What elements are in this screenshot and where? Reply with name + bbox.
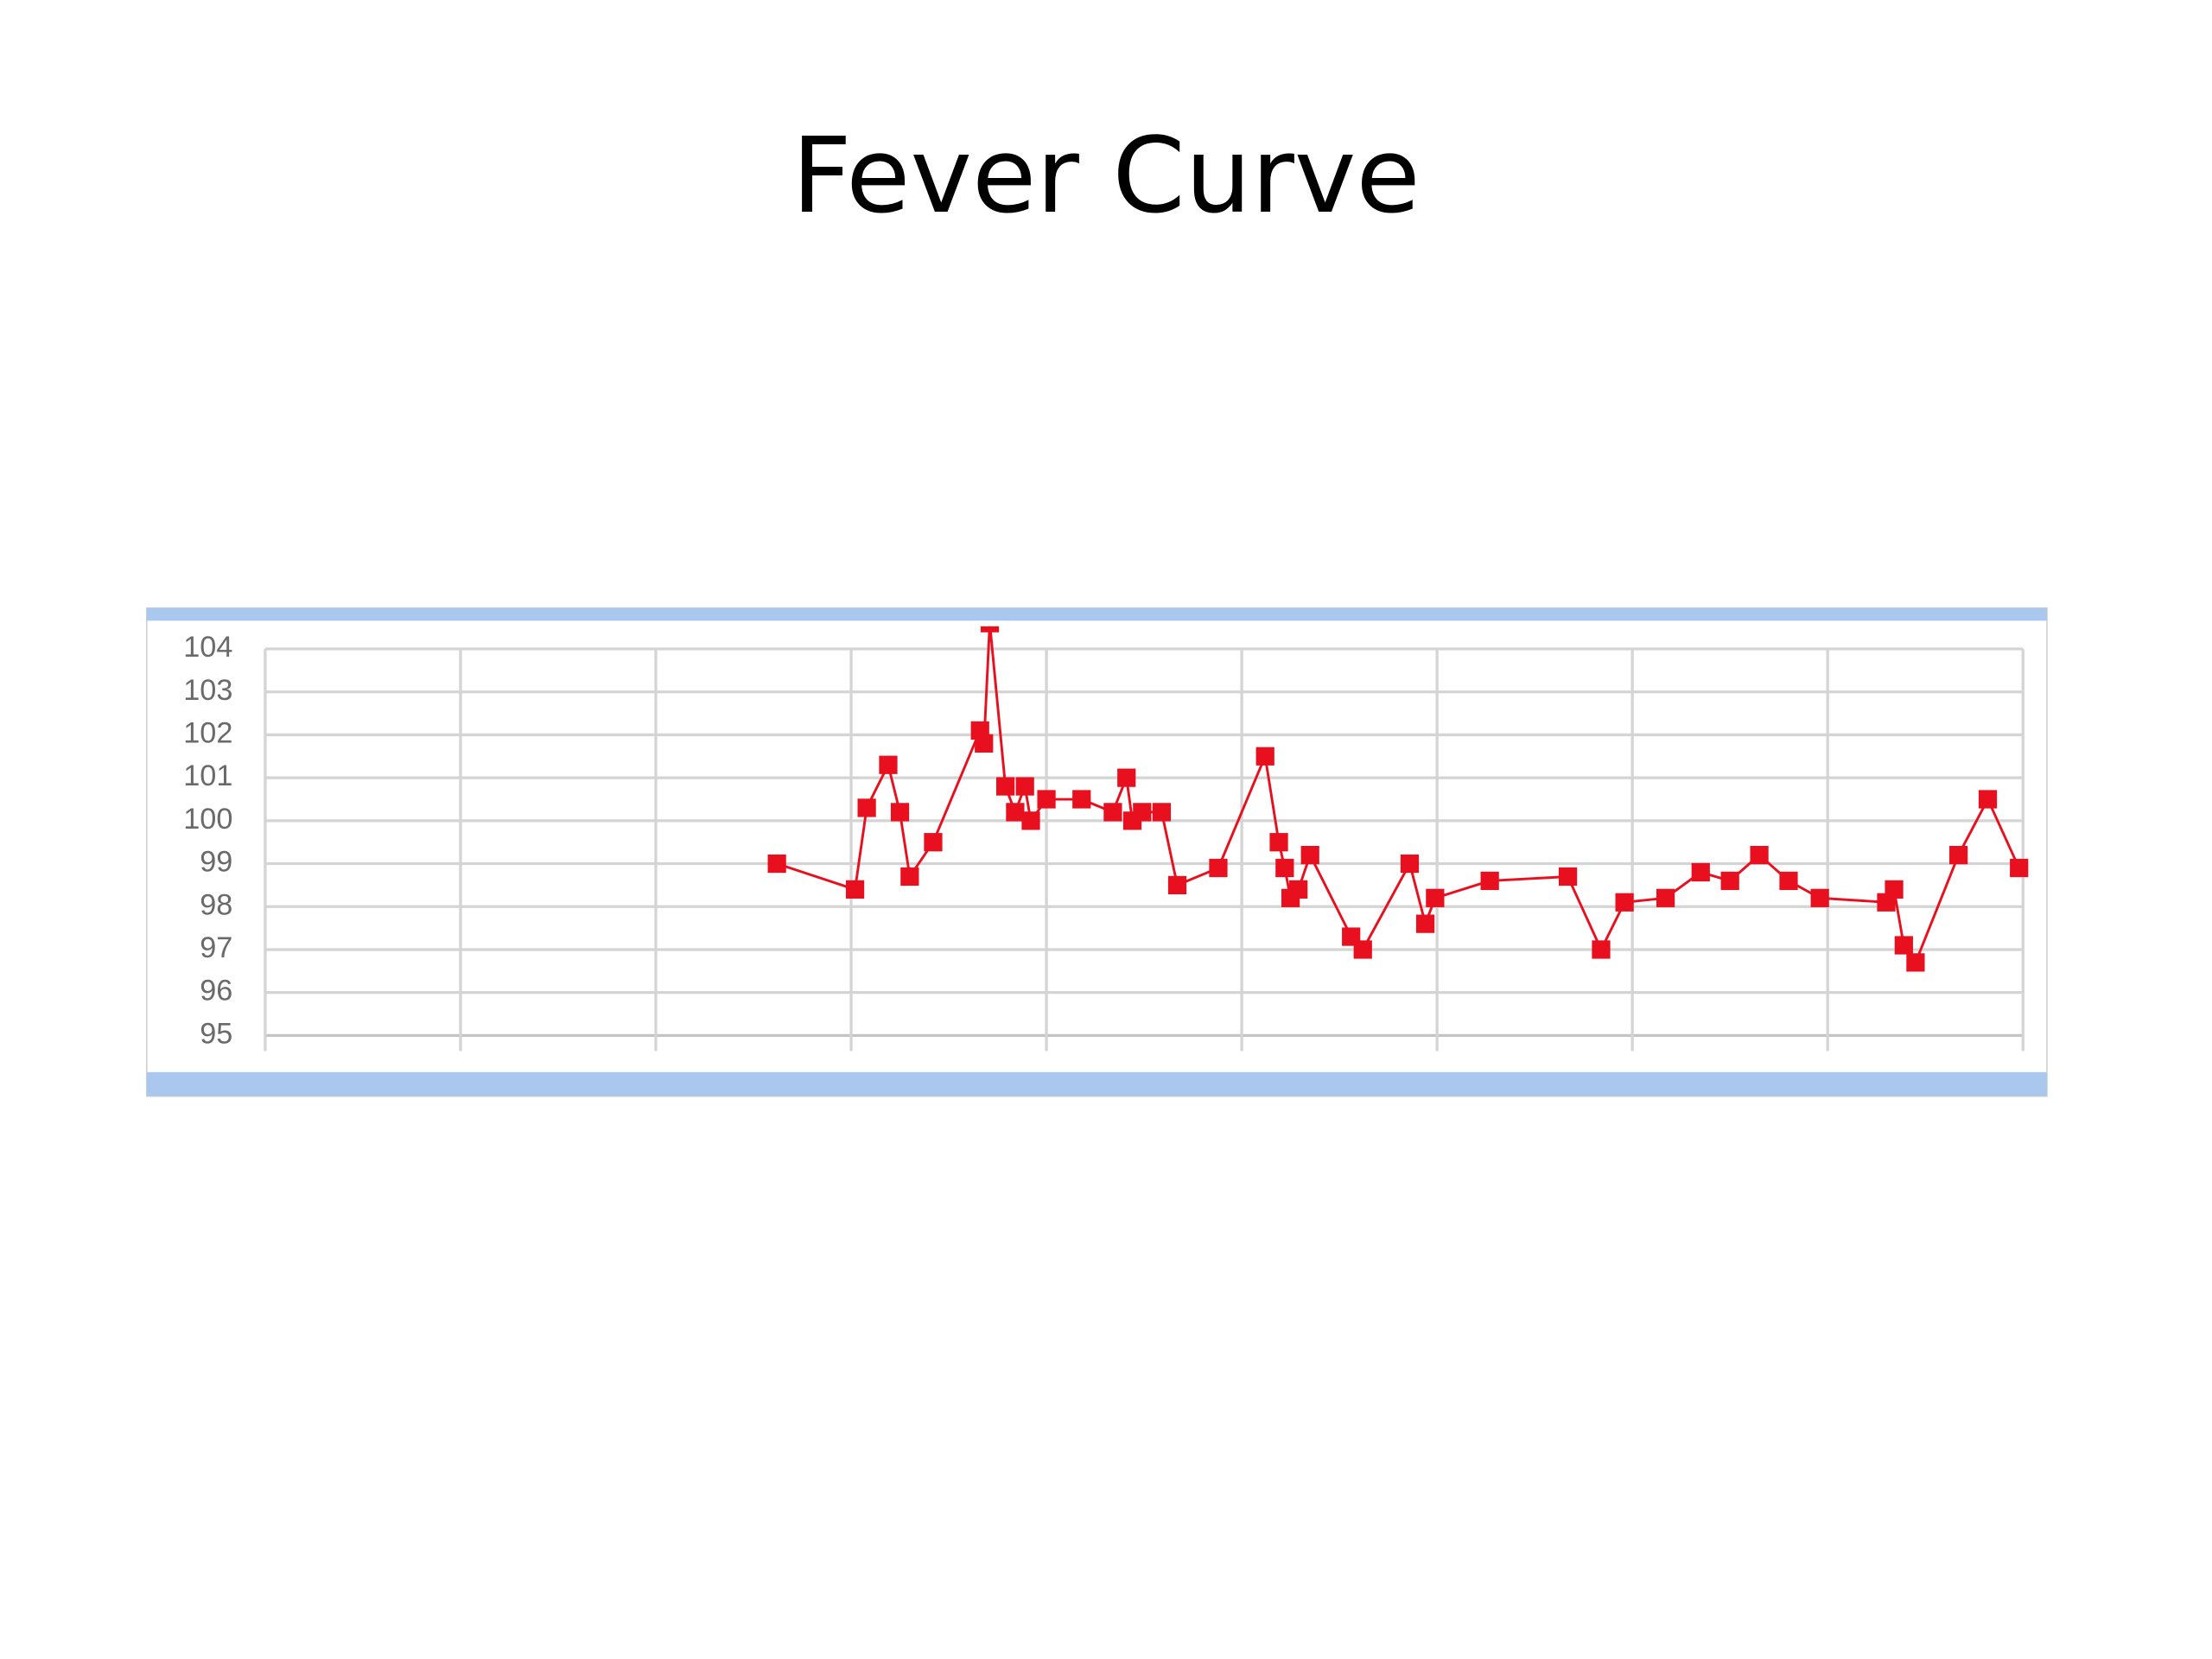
data-point bbox=[1415, 914, 1435, 933]
data-point bbox=[1894, 936, 1913, 955]
data-point bbox=[767, 854, 786, 874]
data-point bbox=[1275, 858, 1294, 878]
data-point bbox=[1949, 845, 1968, 865]
y-tick-label: 103 bbox=[183, 674, 232, 707]
data-point bbox=[1289, 880, 1308, 899]
data-point bbox=[1480, 871, 1499, 891]
data-point bbox=[1006, 803, 1025, 822]
y-tick-label: 100 bbox=[183, 803, 232, 836]
data-point bbox=[1400, 854, 1420, 874]
grid: 95 96 97 98 99 100 101 102 103 104 bbox=[183, 631, 2024, 1052]
data-point bbox=[1885, 880, 1904, 899]
data-point bbox=[980, 626, 1000, 632]
panel-band-bottom bbox=[146, 1071, 2047, 1096]
data-point bbox=[1021, 811, 1040, 830]
panel-band-top bbox=[146, 607, 2047, 621]
data-point bbox=[2010, 858, 2029, 878]
data-point bbox=[1072, 790, 1091, 809]
y-tick-label: 97 bbox=[200, 931, 232, 964]
data-point bbox=[1269, 833, 1288, 852]
data-point bbox=[1720, 871, 1739, 891]
data-point bbox=[1152, 803, 1172, 822]
data-point bbox=[995, 777, 1015, 796]
data-point bbox=[900, 867, 919, 887]
y-tick-label: 102 bbox=[183, 716, 232, 749]
data-point bbox=[1810, 888, 1829, 907]
y-tick-label: 95 bbox=[200, 1017, 232, 1050]
data-point bbox=[857, 798, 876, 817]
chart-panel bbox=[145, 607, 2048, 1097]
data-point bbox=[924, 833, 943, 852]
data-point bbox=[1133, 803, 1152, 822]
data-point bbox=[1117, 768, 1136, 787]
chart-title: Fever Curve bbox=[791, 116, 1420, 237]
data-point bbox=[1015, 777, 1034, 796]
data-point bbox=[1209, 858, 1228, 878]
data-point bbox=[1906, 953, 1925, 972]
y-tick-label: 104 bbox=[183, 631, 232, 664]
data-point bbox=[879, 755, 898, 774]
plot-area bbox=[767, 626, 2029, 972]
data-point bbox=[1558, 867, 1578, 887]
data-point bbox=[975, 734, 994, 753]
data-point bbox=[845, 880, 865, 899]
data-point bbox=[1656, 888, 1675, 907]
data-point bbox=[1037, 790, 1056, 809]
y-tick-label: 96 bbox=[200, 975, 232, 1007]
data-point bbox=[1691, 862, 1710, 882]
data-point bbox=[890, 803, 910, 822]
data-point bbox=[1255, 747, 1274, 766]
data-point bbox=[1103, 803, 1122, 822]
data-point bbox=[1779, 871, 1798, 891]
y-tick-label: 101 bbox=[183, 760, 232, 792]
y-tick-label: 99 bbox=[200, 846, 232, 879]
data-point bbox=[1978, 790, 1998, 809]
data-point bbox=[1750, 845, 1769, 865]
data-point bbox=[1300, 845, 1319, 865]
y-tick-label: 98 bbox=[200, 888, 232, 921]
data-point bbox=[1592, 940, 1611, 959]
data-point bbox=[1167, 875, 1187, 895]
data-point bbox=[1426, 888, 1445, 907]
data-point bbox=[1615, 893, 1634, 912]
data-point bbox=[1353, 940, 1372, 959]
